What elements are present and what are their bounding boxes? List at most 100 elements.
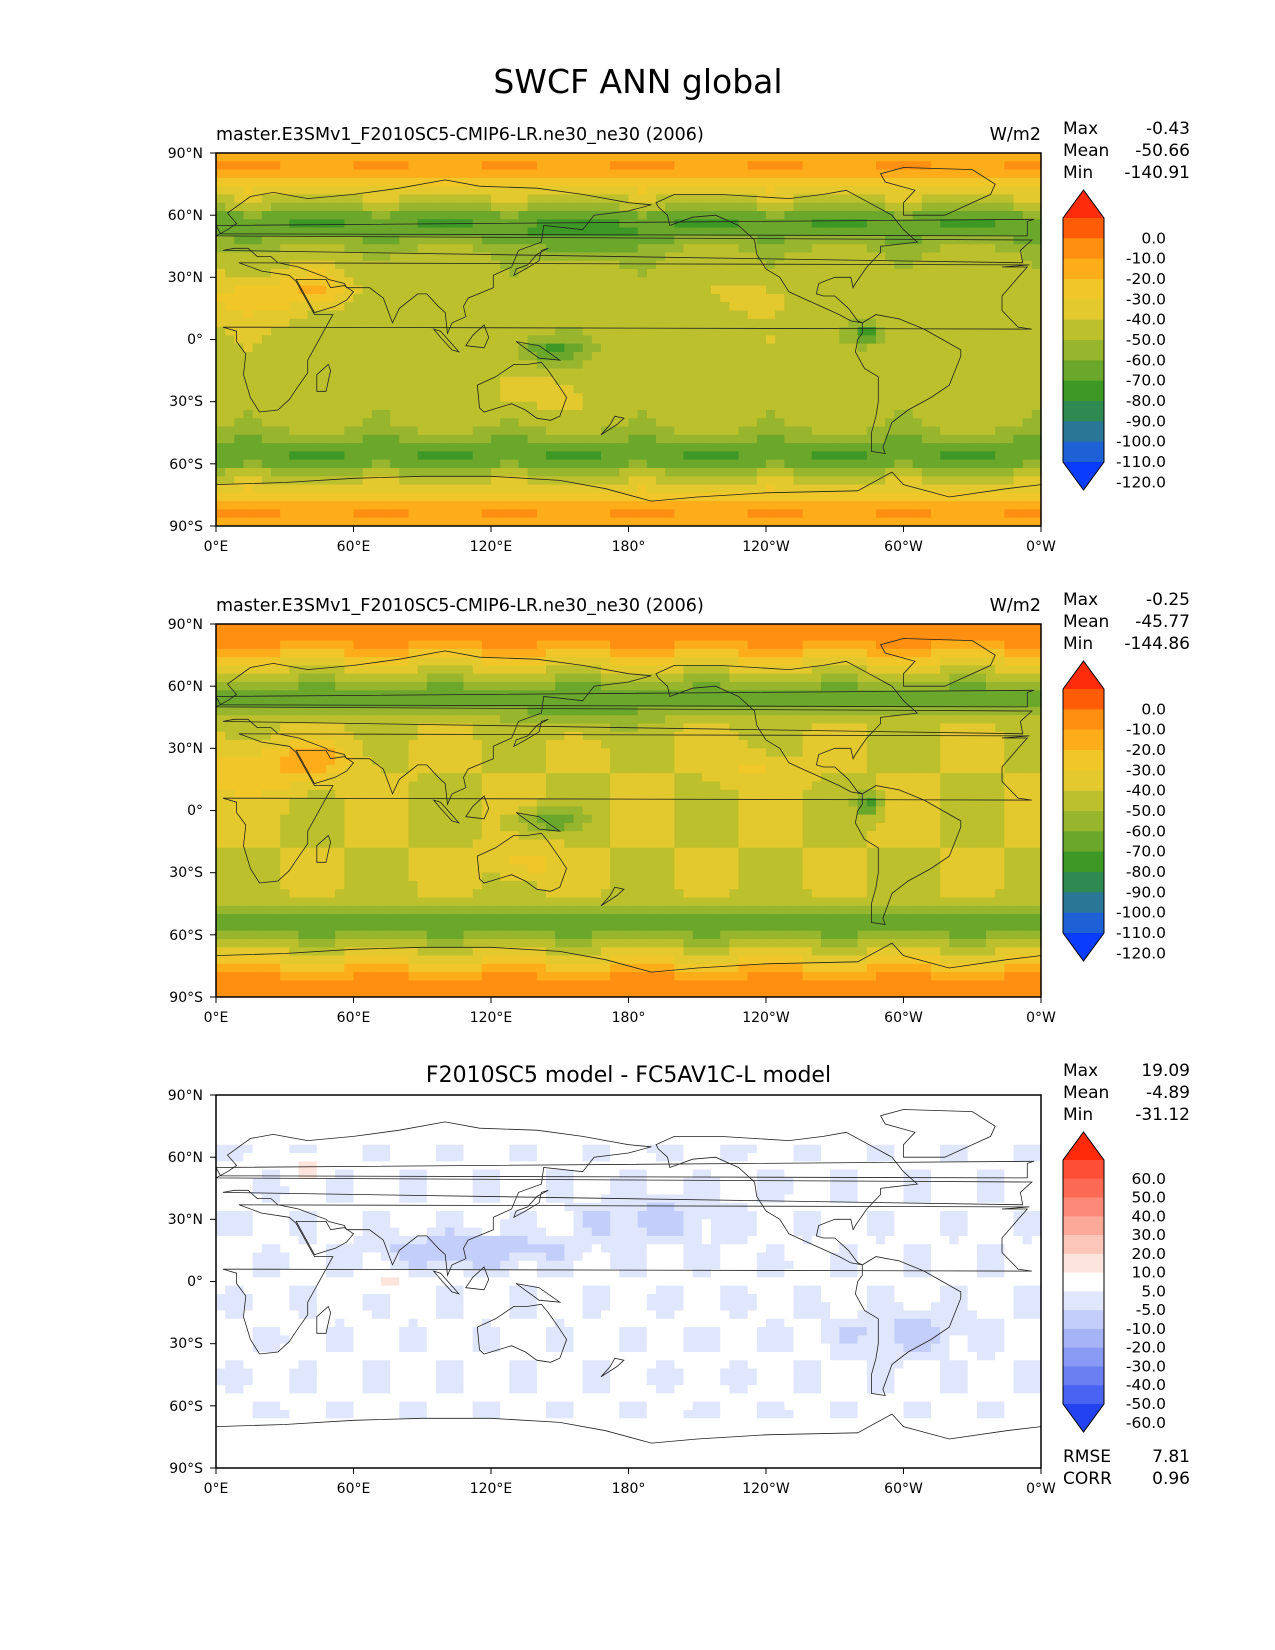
field-cell: [683, 269, 694, 278]
field-cell: [536, 657, 547, 666]
field-cell: [940, 277, 950, 287]
field-cell: [326, 385, 336, 394]
field-cell: [949, 327, 959, 336]
field-cell: [848, 509, 859, 519]
field-cell: [1013, 443, 1024, 452]
field-cell: [472, 476, 483, 485]
field-cell: [894, 501, 904, 510]
field-cell: [912, 219, 923, 228]
field-cell: [289, 484, 299, 494]
field-cell: [1013, 509, 1024, 519]
field-cell: [1004, 335, 1014, 345]
field-cell: [518, 310, 529, 320]
field-cell: [371, 277, 382, 287]
field-cell: [701, 161, 712, 170]
field-cell: [793, 426, 804, 436]
field-cell: [986, 393, 996, 403]
field-cell: [436, 318, 446, 328]
field-cell: [857, 343, 868, 353]
field-cell: [793, 665, 804, 675]
field-cell: [848, 368, 859, 378]
field-cell: [683, 385, 694, 394]
field-cell: [931, 665, 941, 675]
field-cell: [408, 451, 419, 461]
field-cell: [756, 211, 767, 220]
field-cell: [509, 640, 519, 650]
field-cell: [738, 277, 749, 287]
field-cell: [830, 418, 840, 427]
field-cell: [940, 451, 950, 461]
field-cell: [967, 418, 978, 427]
field-cell: [674, 434, 684, 444]
field-cell: [326, 517, 336, 526]
field-cell: [720, 285, 730, 295]
field-cell: [656, 624, 666, 633]
field-cell: [747, 211, 758, 220]
colorbar-tick-label: -80.0: [1126, 392, 1166, 410]
field-cell: [390, 360, 400, 369]
field-cell: [637, 451, 648, 461]
field-cell: [747, 665, 758, 675]
field-cell: [591, 368, 602, 378]
field-cell: [234, 318, 244, 328]
field-cell: [573, 682, 584, 691]
field-cell: [591, 177, 602, 187]
field-cell: [784, 260, 794, 270]
field-cell: [674, 640, 684, 650]
field-cell: [408, 409, 419, 419]
field-cell: [1013, 484, 1024, 494]
field-cell: [866, 269, 877, 278]
field-cell: [885, 368, 895, 378]
field-cell: [417, 476, 428, 485]
field-cell: [573, 492, 584, 502]
field-cell: [225, 252, 235, 262]
field-cell: [362, 409, 373, 419]
field-cell: [271, 682, 281, 691]
field-cell: [1004, 509, 1014, 519]
field-cell: [692, 443, 703, 452]
field-cell: [729, 169, 739, 179]
field-cell: [921, 318, 932, 328]
field-cell: [353, 657, 364, 666]
field-cell: [316, 351, 327, 361]
field-cell: [316, 624, 327, 633]
field-cell: [601, 426, 611, 436]
field-cell: [811, 657, 822, 666]
field-cell: [756, 302, 767, 311]
field-cell: [610, 484, 620, 494]
field-cell: [738, 682, 749, 691]
field-cell: [967, 624, 978, 633]
field-cell: [940, 501, 950, 510]
field-cell: [802, 484, 813, 494]
field-cell: [1004, 277, 1014, 287]
field-cell: [555, 227, 565, 237]
field-cell: [307, 690, 318, 699]
field-cell: [408, 640, 419, 650]
field-cell: [216, 517, 226, 526]
field-cell: [811, 227, 822, 237]
field-cell: [683, 509, 694, 519]
field-cell: [271, 260, 281, 270]
field-cell: [738, 335, 749, 345]
field-cell: [326, 227, 336, 237]
field-cell: [509, 368, 519, 378]
field-cell: [280, 624, 290, 633]
field-cell: [472, 202, 483, 212]
field-cell: [830, 624, 840, 633]
field-cell: [1022, 385, 1033, 394]
field-cell: [802, 673, 813, 683]
field-cell: [830, 293, 840, 303]
field-cell: [509, 351, 519, 361]
field-cell: [1031, 235, 1041, 245]
field-cell: [500, 285, 510, 295]
field-cell: [344, 310, 354, 320]
field-cell: [546, 632, 556, 641]
field-cell: [573, 690, 584, 699]
field-cell: [656, 476, 666, 485]
field-cell: [289, 194, 299, 204]
field-cell: [692, 640, 703, 650]
field-cell: [912, 434, 923, 444]
field-cell: [958, 177, 969, 187]
field-cell: [271, 235, 281, 245]
field-cell: [573, 169, 584, 179]
